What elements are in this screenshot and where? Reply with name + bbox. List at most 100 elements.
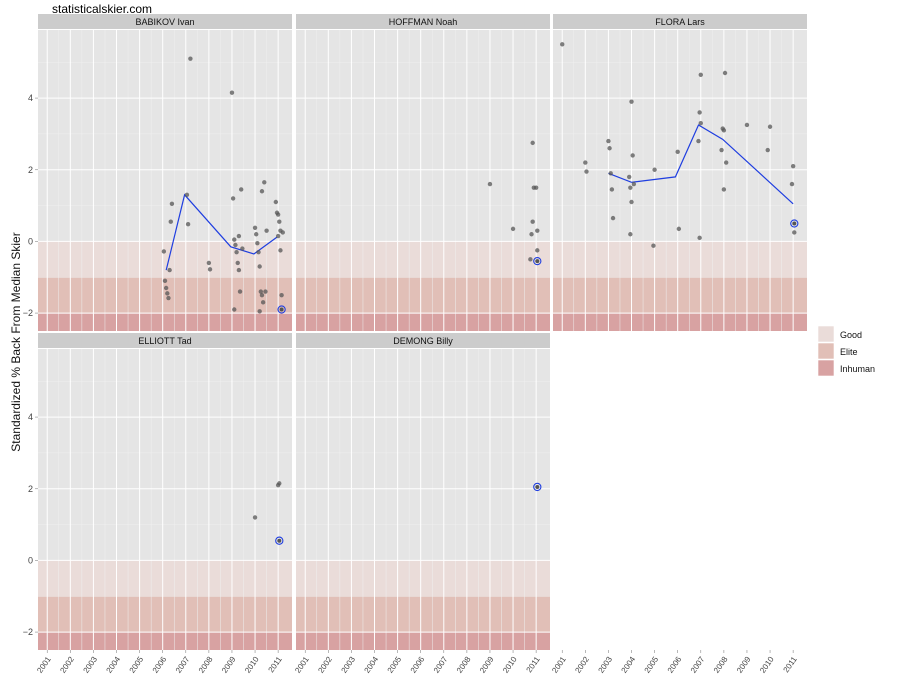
- data-point: [259, 292, 265, 298]
- x-tick-label: 2011: [525, 655, 543, 675]
- data-point: [530, 140, 535, 146]
- band-elite: [38, 277, 292, 314]
- data-point: [275, 233, 281, 239]
- band-inhuman: [38, 632, 292, 650]
- band-elite: [296, 277, 550, 314]
- x-tick-label: 2009: [220, 655, 238, 675]
- band-good: [296, 560, 550, 597]
- data-point: [609, 187, 615, 192]
- highlight-point: [279, 307, 284, 312]
- panel-title: BABIKOV Ivan: [135, 17, 194, 27]
- y-tick-label: 4: [28, 93, 33, 103]
- y-tick-label: 0: [28, 236, 33, 246]
- data-point: [255, 241, 260, 246]
- data-point: [535, 228, 540, 233]
- highlight-ring: [275, 536, 284, 545]
- panel-hoffman-noah: HOFFMAN Noah: [296, 14, 550, 331]
- data-point: [232, 307, 237, 312]
- x-tick-label: 2011: [782, 655, 800, 675]
- x-tick-label: 2005: [643, 655, 661, 675]
- data-point: [721, 128, 727, 133]
- data-point: [535, 248, 540, 253]
- data-point: [184, 192, 190, 198]
- data-point: [628, 232, 633, 237]
- panel-title: ELLIOTT Tad: [138, 336, 191, 346]
- highlight-point: [535, 259, 540, 264]
- x-tick-label: 2007: [174, 655, 192, 675]
- band-elite: [553, 277, 807, 314]
- data-point: [627, 174, 632, 180]
- data-point: [610, 215, 616, 221]
- data-point: [651, 243, 656, 248]
- x-tick-label: 2003: [339, 655, 357, 675]
- data-point: [583, 160, 588, 165]
- data-point: [252, 515, 258, 520]
- x-tick-label: 2011: [267, 655, 285, 675]
- highlight-point: [792, 221, 797, 226]
- x-tick-label: 2005: [386, 655, 404, 675]
- panel-flora-lars: FLORA Lars: [553, 14, 807, 331]
- x-tick-label: 2006: [666, 655, 684, 675]
- highlight-point: [277, 538, 282, 543]
- legend-label-inhuman: Inhuman: [840, 364, 875, 374]
- band-elite: [38, 596, 292, 633]
- data-point: [629, 199, 634, 205]
- site-watermark: statisticalskier.com: [52, 2, 153, 16]
- x-tick-label: 2010: [501, 655, 519, 675]
- x-tick-label: 2001: [550, 655, 568, 675]
- x-tick-label: 2010: [243, 655, 261, 675]
- legend-swatch-inhuman: [817, 359, 835, 377]
- x-tick-label: 2001: [293, 655, 311, 675]
- x-tick-label: 2004: [620, 655, 638, 675]
- x-tick-label: 2003: [81, 655, 99, 675]
- x-tick-label: 2003: [596, 655, 614, 675]
- x-tick-label: 2008: [712, 655, 730, 675]
- panel-strip: [38, 333, 292, 348]
- panel-title: HOFFMAN Noah: [389, 17, 458, 27]
- data-point: [696, 138, 701, 144]
- y-axis-label: Standardized % Back From Median Skier: [9, 232, 23, 451]
- x-tick-label: 2008: [197, 655, 215, 675]
- data-point: [257, 264, 262, 269]
- panel-demong-billy: DEMONG Billy: [296, 333, 550, 650]
- data-point: [697, 235, 702, 241]
- highlight-ring: [533, 482, 542, 492]
- panel-title: FLORA Lars: [655, 17, 705, 27]
- data-point: [790, 163, 796, 169]
- data-point: [789, 181, 795, 187]
- panel-elliott-tad: ELLIOTT Tad −2 0 2 4: [23, 333, 292, 650]
- data-point: [239, 187, 244, 192]
- data-point: [721, 187, 727, 192]
- band-inhuman: [296, 632, 550, 650]
- x-tick-label: 2007: [689, 655, 707, 675]
- data-point: [256, 249, 261, 255]
- x-tick-label: 2009: [478, 655, 496, 675]
- y-tick-label: 2: [28, 484, 33, 494]
- data-point: [206, 260, 212, 266]
- data-point: [277, 219, 282, 224]
- data-point: [652, 167, 657, 172]
- data-point: [264, 228, 269, 233]
- panel-strip: [38, 14, 292, 29]
- x-tick-label: 2010: [758, 655, 776, 675]
- y-tick-label: −2: [23, 627, 33, 637]
- data-point: [233, 242, 238, 248]
- panel-strip: [296, 333, 550, 348]
- x-tick-label: 2002: [316, 655, 334, 675]
- data-point: [163, 285, 169, 291]
- trend-line: [608, 124, 794, 205]
- data-point: [279, 292, 284, 298]
- data-point: [166, 295, 171, 301]
- x-tick-label: 2009: [735, 655, 753, 675]
- y-tick-label: 2: [28, 165, 33, 175]
- band-elite: [296, 596, 550, 633]
- data-point: [723, 160, 729, 165]
- data-point: [629, 99, 634, 104]
- band-good: [296, 241, 550, 278]
- data-point: [236, 267, 242, 273]
- data-point: [697, 110, 702, 115]
- data-point: [254, 232, 259, 237]
- data-point: [280, 230, 285, 235]
- data-point: [584, 169, 589, 174]
- data-point: [235, 260, 240, 266]
